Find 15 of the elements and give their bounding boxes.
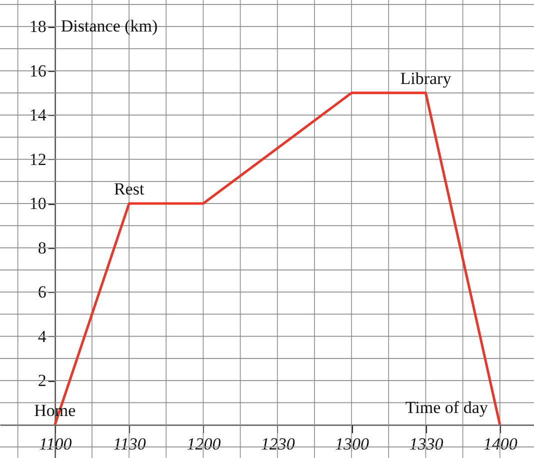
y-tick-label: 2 — [38, 371, 46, 390]
annotation: Rest — [114, 180, 144, 199]
x-tick-label: 1130 — [113, 434, 146, 454]
x-tick-label: 1330 — [409, 434, 444, 454]
y-tick-label: 12 — [29, 150, 46, 169]
y-tick-label: 10 — [29, 194, 46, 214]
y-tick-label: 14 — [29, 106, 47, 125]
y-tick-label: 18 — [29, 17, 46, 36]
x-tick-label: 1200 — [186, 434, 222, 454]
x-tick-label: 1300 — [335, 434, 370, 454]
x-axis-title: Time of day — [405, 398, 488, 417]
y-tick-label: 4 — [38, 326, 47, 346]
annotation: Library — [400, 68, 452, 88]
x-tick-label: 1230 — [260, 434, 296, 454]
y-axis-title: Distance (km) — [60, 16, 158, 36]
